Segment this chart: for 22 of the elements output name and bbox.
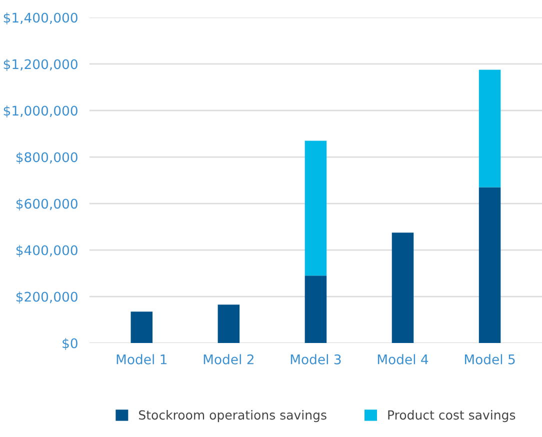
y-tick-label: $1,200,000: [4, 58, 78, 71]
x-tick-label: Model 4: [378, 354, 428, 364]
legend-label: Product cost savings: [388, 410, 516, 422]
legend-label: Stockroom operations savings: [139, 410, 326, 422]
bar: [478, 70, 501, 188]
y-tick-label: $400,000: [16, 245, 78, 257]
bar: [304, 140, 327, 276]
bar: [130, 312, 153, 344]
x-tick-label: Model 2: [204, 354, 254, 364]
y-tick-label: $1,000,000: [4, 105, 78, 118]
y-tick-label: $200,000: [16, 292, 78, 304]
x-tick-label: Model 5: [464, 354, 515, 364]
bar: [392, 232, 414, 344]
y-tick-label: $800,000: [16, 152, 78, 164]
x-tick-label: Model 1: [116, 354, 167, 364]
x-tick-label: Model 3: [290, 354, 341, 364]
bar: [218, 304, 240, 344]
y-tick-label: $600,000: [16, 198, 78, 210]
y-tick-label: $1,400,000: [4, 12, 78, 24]
bar: [478, 187, 501, 344]
bar: [304, 276, 327, 344]
y-tick-label: $0: [62, 338, 78, 350]
